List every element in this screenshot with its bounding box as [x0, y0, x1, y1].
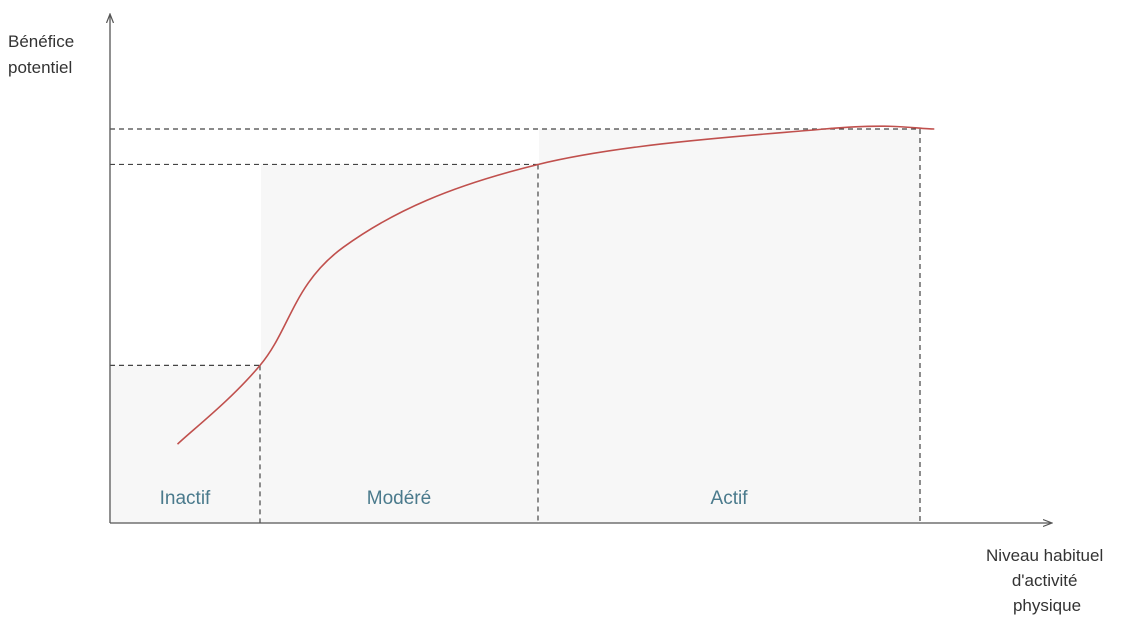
- x-axis-label-line-2: d'activité: [1012, 571, 1078, 590]
- y-axis-label-line-1: Bénéfice: [8, 32, 74, 51]
- x-axis-label-line-1: Niveau habituel: [986, 546, 1103, 565]
- zone-label-modéré: Modéré: [367, 488, 431, 509]
- zone-labels: Inactif Modéré Actif: [160, 488, 749, 509]
- y-axis-label-line-2: potentiel: [8, 58, 72, 77]
- shading-layer: [111, 129, 920, 523]
- zone-shading-2: [261, 164, 538, 523]
- x-axis-label-line-3: physique: [1013, 596, 1081, 615]
- reference-lines: [110, 128, 921, 523]
- zone-label-actif: Actif: [711, 488, 749, 509]
- zone-label-inactif: Inactif: [160, 488, 211, 509]
- y-axis-label: Bénéfice potentiel: [8, 32, 79, 77]
- x-axis-label: Niveau habituel d'activité physique: [986, 546, 1108, 615]
- curve-layer: [176, 125, 935, 445]
- benefit-curve: [176, 125, 935, 445]
- zone-shading-3: [539, 129, 920, 523]
